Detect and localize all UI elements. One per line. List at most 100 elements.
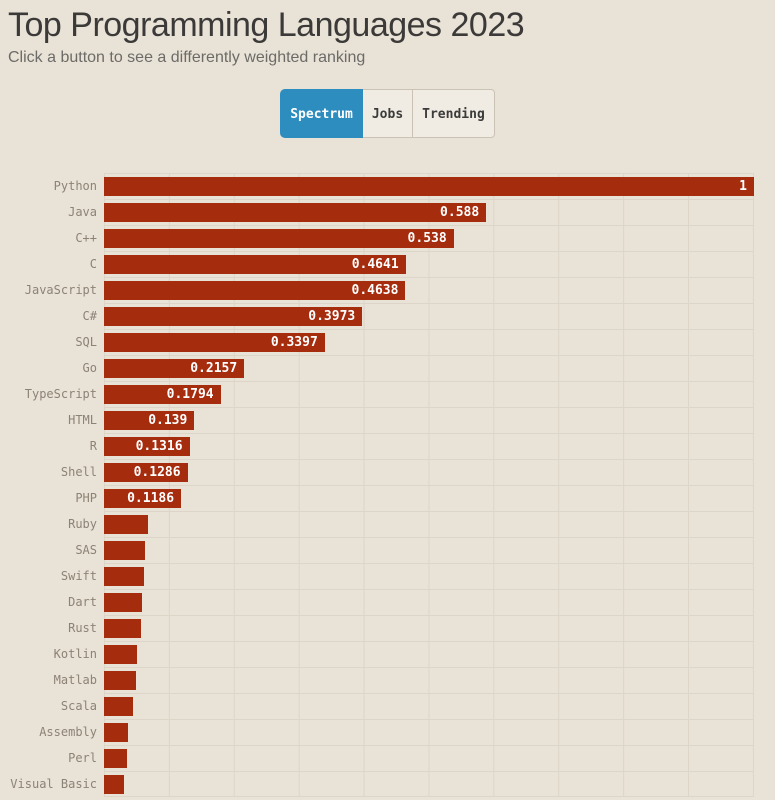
chart-row: C 0.4641 <box>0 251 775 277</box>
bar: 0.4638 <box>104 280 406 300</box>
bar-track: 0.1186 <box>104 485 754 511</box>
chart-row: Scala <box>0 693 775 719</box>
bar-track <box>104 719 754 745</box>
bar <box>104 540 145 560</box>
bar: 0.4641 <box>104 254 406 274</box>
bar-track: 0.588 <box>104 199 754 225</box>
chart-row: Go 0.2157 <box>0 355 775 381</box>
bar: 0.1186 <box>104 488 182 508</box>
bar: 0.538 <box>104 228 454 248</box>
chart-row: Kotlin <box>0 641 775 667</box>
bar <box>104 774 125 794</box>
category-label: Scala <box>60 699 97 714</box>
category-label: HTML <box>68 413 97 428</box>
bar-track: 0.1316 <box>104 433 754 459</box>
chart-row: Swift <box>0 563 775 589</box>
bar-track <box>104 745 754 771</box>
category-label: SAS <box>75 543 97 558</box>
bar: 0.1286 <box>104 462 188 482</box>
category-label: PHP <box>75 491 97 506</box>
chart-row: Visual Basic <box>0 771 775 797</box>
category-label: Rust <box>68 621 97 636</box>
category-label: Ruby <box>68 517 97 532</box>
category-label: Kotlin <box>53 647 97 662</box>
jobs-button[interactable]: Jobs <box>362 89 414 139</box>
bar: 0.2157 <box>104 358 245 378</box>
bar-track <box>104 667 754 693</box>
chart-row: HTML 0.139 <box>0 407 775 433</box>
bar: 0.3973 <box>104 306 363 326</box>
value-label: 0.3397 <box>270 334 318 350</box>
bar <box>104 618 142 638</box>
bar-track: 1 <box>104 173 754 199</box>
bar <box>104 722 129 742</box>
value-label: 0.139 <box>148 412 188 428</box>
bar-track <box>104 615 754 641</box>
category-label: C# <box>82 309 97 324</box>
weighting-button-group: Spectrum Jobs Trending <box>0 89 775 139</box>
bar-track: 0.3973 <box>104 303 754 329</box>
bar-track: 0.1286 <box>104 459 754 485</box>
chart-row: Dart <box>0 589 775 615</box>
bar: 0.139 <box>104 410 195 430</box>
bar-track <box>104 511 754 537</box>
value-label: 0.588 <box>440 204 480 220</box>
category-label: C++ <box>75 231 97 246</box>
value-label: 0.1316 <box>135 438 183 454</box>
value-label: 0.4638 <box>351 282 399 298</box>
chart-row: Shell 0.1286 <box>0 459 775 485</box>
chart-row: Assembly <box>0 719 775 745</box>
value-label: 0.1286 <box>133 464 181 480</box>
category-label: Python <box>53 179 97 194</box>
category-label: Perl <box>68 751 97 766</box>
trending-button[interactable]: Trending <box>413 89 495 139</box>
chart-row: C# 0.3973 <box>0 303 775 329</box>
bar: 0.1794 <box>104 384 221 404</box>
bar: 0.588 <box>104 202 487 222</box>
category-label: Visual Basic <box>10 777 97 792</box>
bar-track <box>104 563 754 589</box>
value-label: 0.1794 <box>166 386 214 402</box>
category-label: Swift <box>60 569 97 584</box>
bar-track: 0.139 <box>104 407 754 433</box>
chart-gridlines <box>104 173 754 798</box>
bar-track <box>104 589 754 615</box>
chart-row: Python 1 <box>0 173 775 199</box>
value-label: 0.1186 <box>127 490 175 506</box>
category-label: Go <box>82 361 97 376</box>
bar-track <box>104 641 754 667</box>
value-label: 0.4641 <box>351 256 399 272</box>
category-label: Java <box>68 205 97 220</box>
chart-row: Rust <box>0 615 775 641</box>
page-subtitle: Click a button to see a differently weig… <box>8 49 366 67</box>
page-title: Top Programming Languages 2023 <box>8 6 525 44</box>
category-label: SQL <box>75 335 97 350</box>
bar <box>104 566 145 586</box>
bar: 0.1316 <box>104 436 190 456</box>
chart-row: JavaScript 0.4638 <box>0 277 775 303</box>
category-label: Assembly <box>39 725 97 740</box>
chart-row: Ruby <box>0 511 775 537</box>
category-label: TypeScript <box>24 387 97 402</box>
chart-rows: Python 1 Java 0.588 C++ 0.538 C 0.4641 JavaScrip… <box>0 173 775 797</box>
chart-row: Matlab <box>0 667 775 693</box>
chart-row: R 0.1316 <box>0 433 775 459</box>
category-label: Matlab <box>53 673 97 688</box>
chart-row: TypeScript 0.1794 <box>0 381 775 407</box>
bar <box>104 696 134 716</box>
bar-track: 0.4638 <box>104 277 754 303</box>
category-label: C <box>89 257 97 272</box>
bar-track <box>104 693 754 719</box>
bar-track: 0.3397 <box>104 329 754 355</box>
bar-chart: Python 1 Java 0.588 C++ 0.538 C 0.4641 JavaScrip… <box>0 173 775 798</box>
bar-track: 0.1794 <box>104 381 754 407</box>
value-label: 1 <box>739 178 747 194</box>
bar <box>104 644 138 664</box>
category-label: Shell <box>60 465 97 480</box>
value-label: 0.2157 <box>190 360 238 376</box>
bar <box>104 670 136 690</box>
chart-row: SAS <box>0 537 775 563</box>
spectrum-button[interactable]: Spectrum <box>280 89 363 139</box>
bar <box>104 748 127 768</box>
category-label: R <box>89 439 97 454</box>
